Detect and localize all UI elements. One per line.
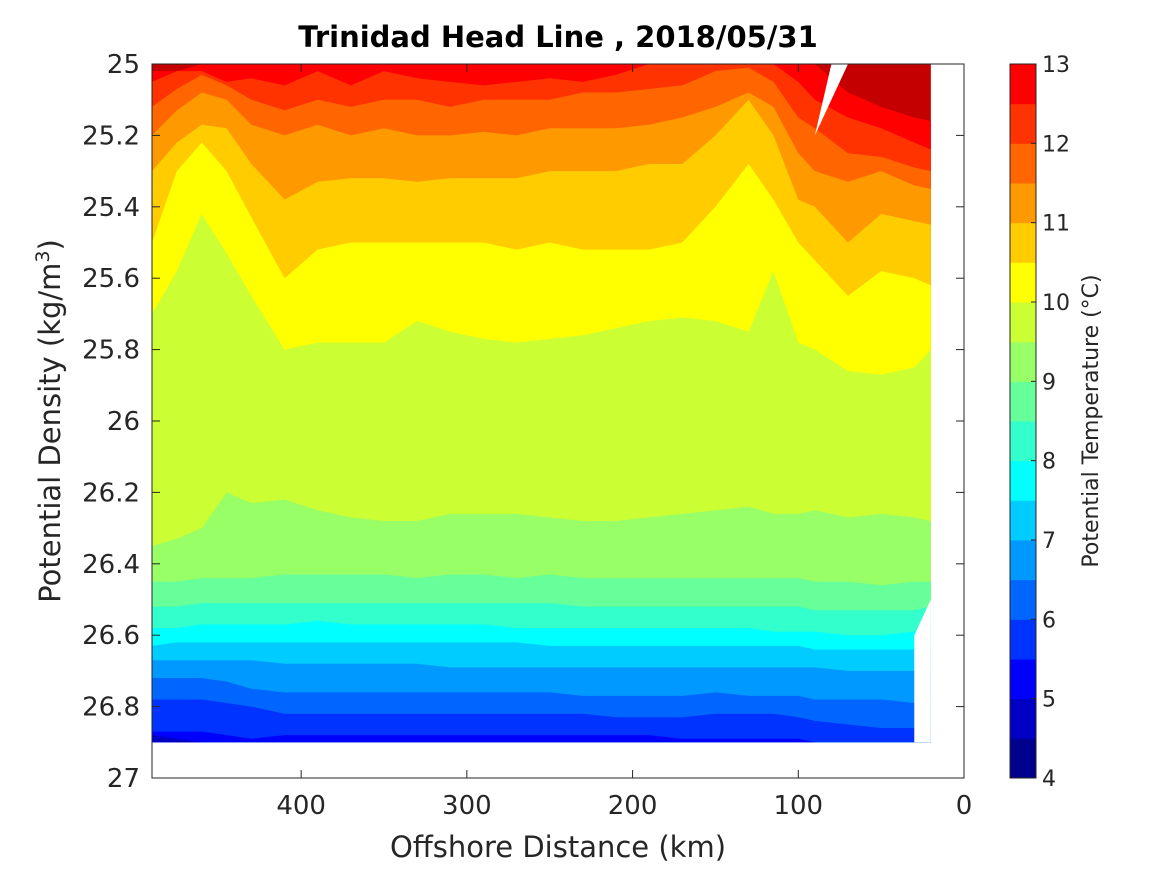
y-axis-label-close: )	[33, 239, 67, 250]
colorbar-tick-label: 7	[1042, 529, 1056, 554]
colorbar-tick-label: 9	[1042, 370, 1056, 395]
x-axis: 400 300 200 100 0	[276, 64, 972, 821]
no-data-masks	[814, 64, 931, 743]
colorbar-segment	[1010, 698, 1036, 739]
y-tick-label: 26	[107, 407, 140, 437]
colorbar-segment	[1010, 103, 1036, 144]
colorbar-segment	[1010, 500, 1036, 541]
colorbar-tick-label: 5	[1042, 688, 1056, 713]
colorbar-tick-label: 11	[1042, 212, 1070, 237]
colorbar-segment	[1010, 302, 1036, 343]
y-tick-label: 25.4	[82, 193, 140, 223]
y-tick-label: 26.2	[82, 478, 140, 508]
y-axis-label-superscript: 3	[32, 250, 54, 262]
colorbar-segment	[1010, 222, 1036, 263]
y-axis-label: Potential Density (kg/m3)	[32, 239, 67, 603]
colorbar-tick-label: 6	[1042, 608, 1056, 633]
colorbar-segment	[1010, 381, 1036, 422]
colorbar-tick-label: 13	[1042, 53, 1070, 78]
y-axis: 25 25.2 25.4 25.6 25.8 26 26.2 26.4 26.6 26.8 27	[82, 50, 964, 794]
colorbar-segment	[1010, 619, 1036, 660]
colorbar-segment	[1010, 183, 1036, 224]
colorbar-segment	[1010, 262, 1036, 303]
no-data-notch	[814, 64, 848, 136]
colorbar-tick-label: 10	[1042, 291, 1070, 316]
colorbar-tick-label: 12	[1042, 132, 1070, 157]
x-tick-label: 200	[608, 791, 658, 821]
y-tick-label: 26.8	[82, 693, 140, 723]
x-tick-label: 100	[773, 791, 823, 821]
x-axis-label: Offshore Distance (km)	[390, 830, 726, 864]
colorbar-tick-label: 4	[1042, 767, 1056, 792]
y-tick-label: 25.8	[82, 336, 140, 366]
colorbar-segment	[1010, 421, 1036, 462]
colorbar-segment	[1010, 579, 1036, 620]
y-tick-label: 26.4	[82, 550, 140, 580]
colorbar-segment	[1010, 738, 1036, 779]
x-tick-label: 300	[442, 791, 492, 821]
y-tick-label: 26.6	[82, 621, 140, 651]
colorbar-segment	[1010, 64, 1036, 105]
colorbar-label: Potential Temperature (°C)	[1079, 274, 1104, 567]
contour-band-5-5	[152, 699, 931, 743]
contour-band-5	[152, 731, 931, 743]
colorbar-segment	[1010, 659, 1036, 700]
y-tick-label: 27	[107, 764, 140, 794]
y-tick-label: 25.2	[82, 121, 140, 151]
colorbar: 13 12 11 10 9 8 7 6 5 4	[1009, 53, 1070, 792]
y-tick-label: 25.6	[82, 264, 140, 294]
colorbar-tick-label: 8	[1042, 450, 1056, 475]
no-data-nearshore	[914, 599, 931, 743]
colorbar-segment	[1010, 341, 1036, 382]
colorbar-segment	[1010, 460, 1036, 501]
colorbar-frame	[1009, 63, 1037, 779]
colorbar-segment	[1010, 540, 1036, 581]
chart-title: Trinidad Head Line , 2018/05/31	[298, 20, 818, 54]
y-axis-label-main: Potential Density (kg/m	[33, 263, 67, 603]
colorbar-segment	[1010, 143, 1036, 184]
y-tick-label: 25	[107, 50, 140, 80]
filled-contours	[152, 64, 931, 743]
x-tick-label: 0	[956, 791, 973, 821]
x-tick-label: 400	[276, 791, 326, 821]
